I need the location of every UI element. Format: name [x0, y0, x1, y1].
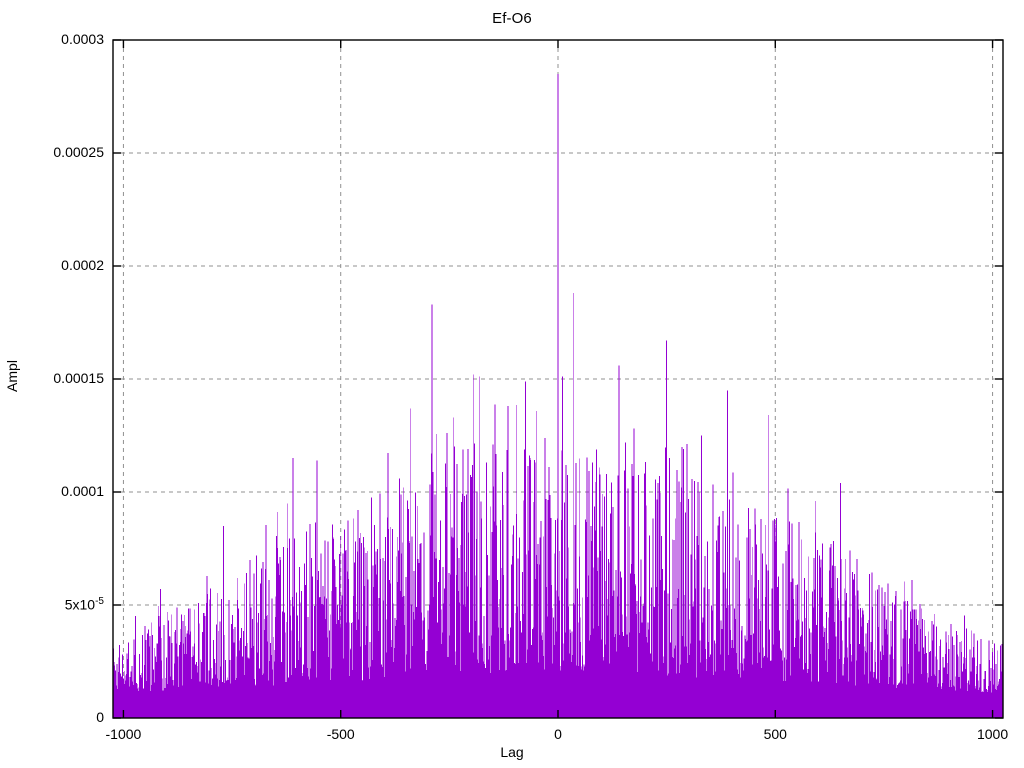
y-tick-label: 5x10-5 — [65, 596, 104, 613]
x-tick-label: -1000 — [105, 726, 142, 742]
y-tick-label: 0.00025 — [53, 144, 104, 160]
x-axis-label: Lag — [500, 744, 524, 760]
series-ef-o6 — [112, 73, 1004, 718]
y-tick-label: 0.0002 — [61, 257, 104, 273]
x-tick-label: 1000 — [976, 726, 1009, 742]
y-tick-label: 0.0003 — [61, 31, 104, 47]
y-tick-label: 0.00015 — [53, 370, 104, 386]
x-tick-label: -500 — [326, 726, 355, 742]
chart-title: Ef-O6 — [492, 10, 532, 27]
axis-frame — [112, 39, 1004, 719]
y-tick-label: 0 — [96, 709, 104, 725]
y-tick-mantissa: 5x10 — [64, 596, 96, 613]
x-tick-label: 500 — [763, 726, 787, 742]
x-tick-label: 0 — [554, 726, 562, 742]
y-tick-exponent: -5 — [95, 596, 104, 607]
y-axis-label: Ampl — [4, 360, 20, 392]
y-tick-label: 0.0001 — [61, 483, 104, 499]
